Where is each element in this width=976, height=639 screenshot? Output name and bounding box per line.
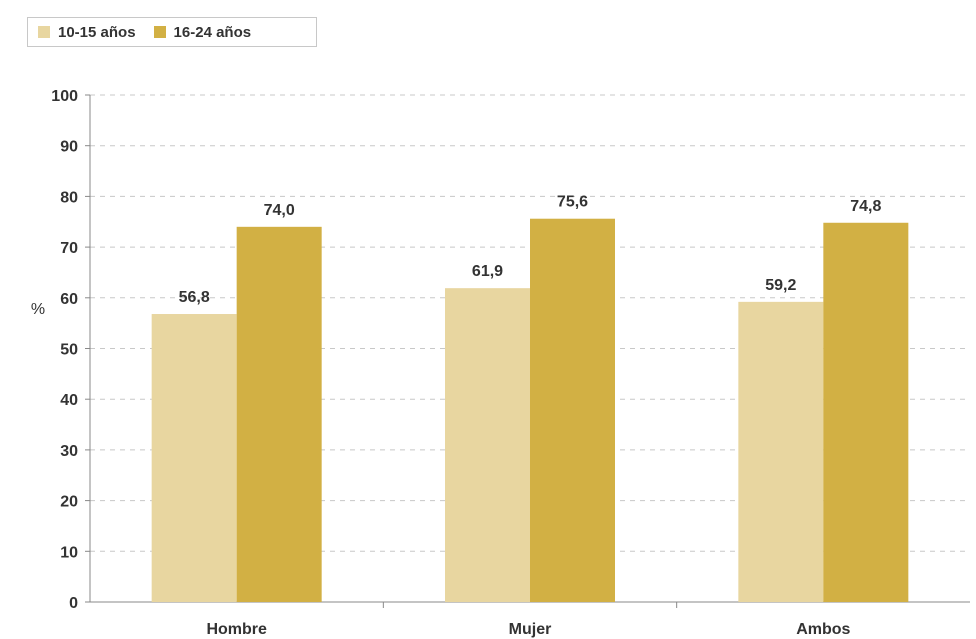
bar-value-label: 74,0 [264,202,295,219]
legend-swatch-16-24 [153,26,166,38]
legend-label-16-24: 16-24 años [173,23,252,41]
bar [530,218,615,602]
y-tick-label: 50 [60,342,78,359]
y-tick-label: 40 [60,392,78,409]
bar-value-label: 74,8 [850,198,881,215]
bar-value-label: 61,9 [472,263,503,280]
y-tick-label: 20 [60,494,78,511]
legend-swatch-10-15 [38,26,50,38]
y-tick-label: 60 [60,291,78,308]
legend-item-10-15: 10-15 años [38,24,136,41]
y-tick-label: 10 [60,544,78,561]
bar [236,226,322,602]
x-category-label: Hombre [206,621,267,638]
y-tick-label: 30 [60,443,78,460]
legend-label-10-15: 10-15 años [58,23,136,41]
bar-value-label: 75,6 [557,194,588,211]
bar-value-label: 59,2 [765,277,796,294]
bar [151,314,237,602]
bar [823,222,909,602]
y-tick-label: 70 [60,240,78,257]
y-axis-label: % [31,301,45,318]
chart-legend: 10-15 años 16-24 años [27,17,317,47]
y-tick-label: 0 [69,595,78,612]
legend-item-16-24: 16-24 años [153,23,252,41]
bar-value-label: 56,8 [179,289,210,306]
bar [738,301,824,602]
y-tick-label: 90 [60,139,78,156]
y-tick-label: 80 [60,189,78,206]
bar [445,288,530,602]
y-tick-label: 100 [51,88,78,105]
x-category-label: Ambos [796,621,850,638]
x-category-label: Mujer [509,621,552,638]
